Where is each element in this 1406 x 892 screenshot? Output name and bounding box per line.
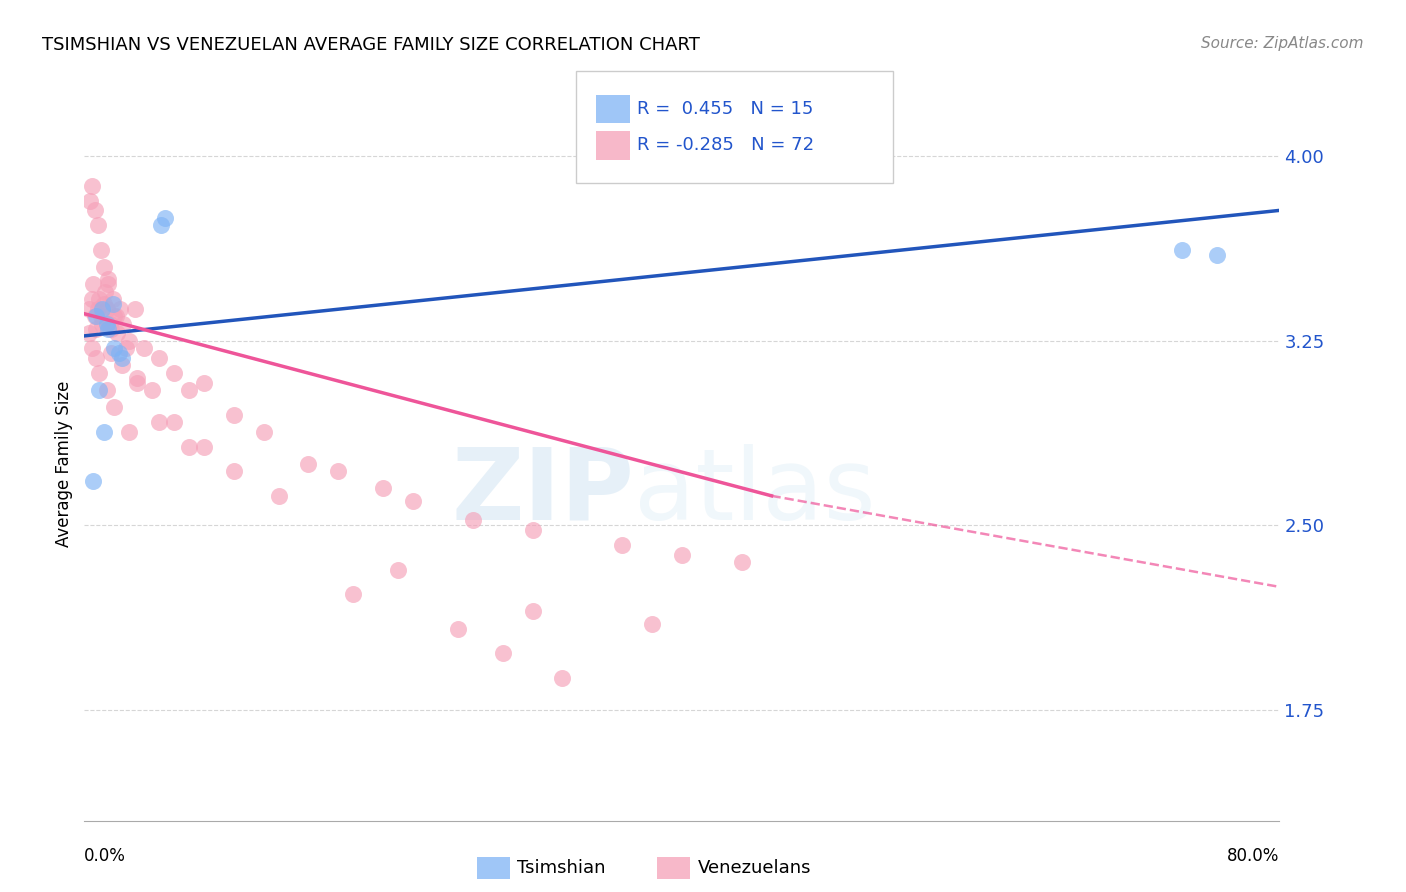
Point: [100, 346, 122, 360]
Point: [101, 292, 124, 306]
Point: [93, 425, 115, 439]
Point: [111, 359, 134, 373]
Point: [80, 178, 103, 193]
Point: [297, 457, 319, 471]
Point: [193, 440, 215, 454]
Point: [90, 309, 112, 323]
Point: [103, 401, 125, 415]
Point: [96, 301, 118, 316]
Point: [387, 563, 409, 577]
Point: [342, 587, 364, 601]
Point: [91, 317, 114, 331]
Point: [1171, 243, 1194, 257]
Point: [461, 513, 484, 527]
Point: [103, 309, 125, 323]
Point: [86, 321, 108, 335]
Point: [522, 523, 544, 537]
Point: [103, 341, 125, 355]
Point: [177, 383, 200, 397]
Point: [91, 301, 114, 316]
Text: Tsimshian: Tsimshian: [517, 859, 606, 877]
Point: [89, 292, 111, 306]
Point: [87, 218, 110, 232]
Point: [83, 203, 105, 218]
Text: TSIMSHIAN VS VENEZUELAN AVERAGE FAMILY SIZE CORRELATION CHART: TSIMSHIAN VS VENEZUELAN AVERAGE FAMILY S…: [42, 36, 700, 54]
Point: [402, 493, 425, 508]
Point: [222, 408, 245, 422]
Point: [89, 366, 111, 380]
Point: [612, 538, 634, 552]
Point: [101, 297, 124, 311]
Point: [94, 285, 117, 299]
Point: [82, 277, 104, 292]
Y-axis label: Average Family Size: Average Family Size: [55, 381, 73, 547]
Point: [193, 376, 215, 390]
Point: [124, 301, 146, 316]
Point: [328, 464, 350, 478]
Point: [118, 334, 141, 348]
Point: [163, 366, 186, 380]
Point: [90, 243, 112, 257]
Point: [110, 301, 132, 316]
Point: [112, 317, 135, 331]
Point: [153, 211, 176, 225]
Point: [97, 277, 120, 292]
Point: [77, 326, 100, 341]
Text: Venezuelans: Venezuelans: [697, 859, 811, 877]
Point: [177, 440, 200, 454]
Point: [163, 415, 186, 429]
Point: [492, 646, 515, 660]
Point: [86, 309, 108, 323]
Point: [86, 351, 108, 365]
Text: R = -0.285   N = 72: R = -0.285 N = 72: [637, 136, 814, 154]
Point: [96, 317, 118, 331]
Point: [100, 321, 122, 335]
Point: [641, 616, 664, 631]
Text: R =  0.455   N = 15: R = 0.455 N = 15: [637, 100, 813, 118]
Point: [373, 482, 395, 496]
Text: ZIP: ZIP: [451, 444, 634, 541]
Point: [83, 309, 105, 323]
Point: [447, 622, 470, 636]
Point: [79, 194, 101, 208]
Point: [104, 309, 127, 323]
Point: [89, 383, 111, 397]
Point: [731, 555, 754, 569]
Point: [551, 671, 574, 685]
Point: [148, 415, 170, 429]
Point: [96, 383, 118, 397]
Point: [149, 218, 172, 232]
Point: [522, 605, 544, 619]
Point: [98, 317, 121, 331]
Point: [1205, 248, 1227, 262]
Point: [97, 272, 120, 286]
Point: [82, 474, 104, 488]
Point: [115, 341, 138, 355]
Point: [118, 425, 141, 439]
Point: [148, 351, 170, 365]
Point: [125, 376, 148, 390]
Point: [267, 489, 290, 503]
Text: Source: ZipAtlas.com: Source: ZipAtlas.com: [1201, 36, 1364, 51]
Point: [87, 301, 110, 316]
Point: [125, 370, 148, 384]
Point: [97, 321, 120, 335]
Point: [93, 297, 115, 311]
Point: [671, 548, 693, 562]
Text: 80.0%: 80.0%: [1227, 847, 1279, 865]
Point: [111, 351, 134, 365]
Point: [77, 301, 100, 316]
Text: 0.0%: 0.0%: [84, 847, 127, 865]
Point: [141, 383, 163, 397]
Point: [253, 425, 276, 439]
Point: [80, 292, 103, 306]
Text: atlas: atlas: [634, 444, 876, 541]
Point: [222, 464, 245, 478]
Point: [107, 346, 129, 360]
Point: [105, 326, 128, 341]
Point: [80, 341, 103, 355]
Point: [132, 341, 156, 355]
Point: [93, 260, 115, 274]
